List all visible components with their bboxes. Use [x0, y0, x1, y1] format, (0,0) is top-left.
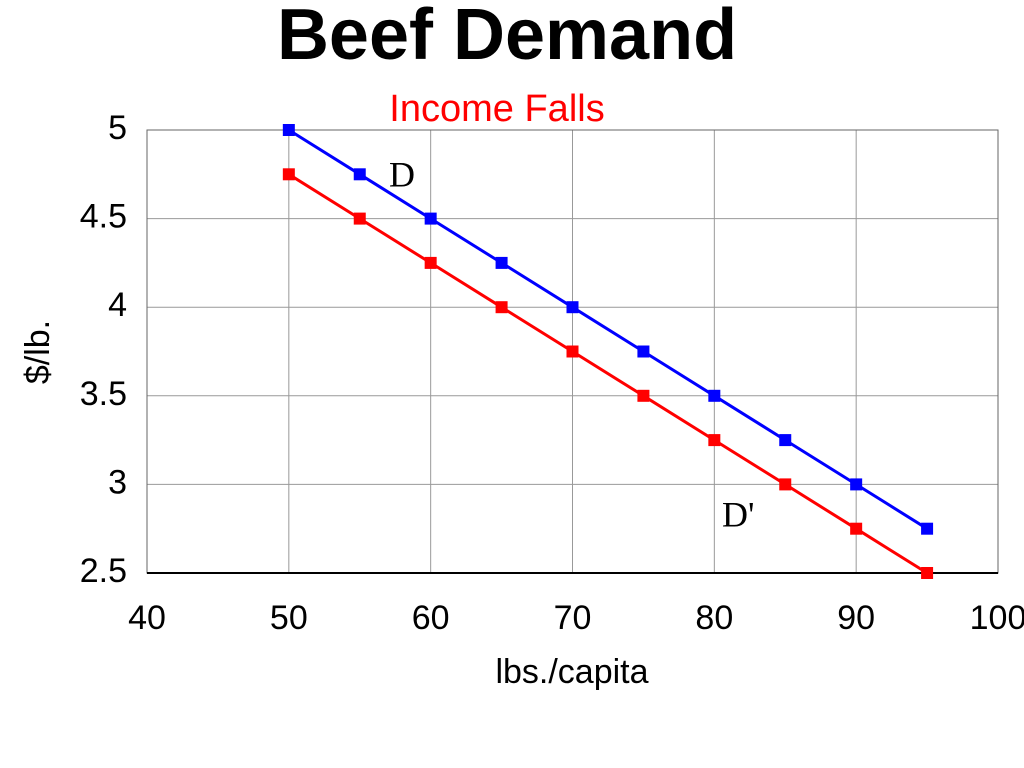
x-tick-label: 40 [128, 599, 166, 637]
data-point [921, 522, 934, 535]
data-point [637, 345, 650, 358]
y-axis-label: $/lb. [19, 320, 57, 384]
data-point [353, 168, 366, 181]
data-point [921, 567, 934, 579]
y-tick-label: 5 [108, 109, 127, 147]
y-tick-label: 4.5 [80, 198, 127, 236]
series-line [288, 128, 928, 530]
data-point [850, 478, 863, 491]
y-tick-label: 4 [108, 286, 127, 324]
data-point [779, 478, 792, 491]
x-tick-label: 100 [970, 599, 1024, 637]
series-line [288, 173, 928, 575]
data-point [353, 212, 366, 225]
data-point [637, 389, 650, 402]
data-point [495, 301, 508, 314]
data-point [566, 345, 579, 358]
x-tick-label: 60 [412, 599, 450, 637]
data-point [850, 522, 863, 535]
data-point [708, 434, 721, 447]
data-point [282, 124, 295, 136]
series-label: D' [722, 494, 754, 534]
data-point [779, 434, 792, 447]
y-tick-label: 2.5 [80, 552, 127, 590]
data-point [424, 256, 437, 269]
data-point [566, 301, 579, 314]
chart-subtitle: Income Falls [389, 88, 604, 130]
data-point [708, 389, 721, 402]
data-point [495, 256, 508, 269]
x-axis-label: lbs./capita [495, 653, 648, 691]
chart-title: Beef Demand [277, 0, 737, 75]
x-tick-label: 90 [837, 599, 875, 637]
y-tick-label: 3.5 [80, 375, 127, 413]
x-tick-label: 70 [554, 599, 592, 637]
data-point [282, 168, 295, 181]
x-tick-label: 80 [695, 599, 733, 637]
x-tick-label: 50 [270, 599, 308, 637]
series-label: D [389, 154, 415, 194]
data-point [424, 212, 437, 225]
label-background [720, 494, 778, 542]
y-tick-label: 3 [108, 463, 127, 501]
